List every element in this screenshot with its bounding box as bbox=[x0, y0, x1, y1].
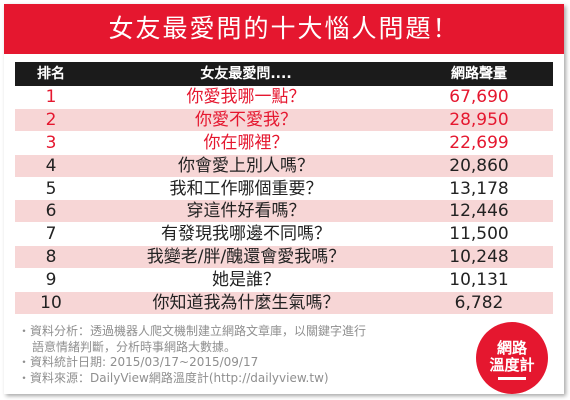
note-analysis-continued: 語意情緒判斷，分析時事網路大數據。 bbox=[32, 339, 237, 354]
rank-cell: 9 bbox=[45, 270, 57, 291]
volume-cell: 10,131 bbox=[449, 270, 509, 291]
question-cell: 你會愛上別人嗎？ bbox=[178, 155, 314, 176]
table-row: 2 你愛不愛我？ 28,950 bbox=[15, 108, 553, 132]
volume-cell: 28,950 bbox=[449, 109, 509, 130]
ranking-table: 排名 女友最愛問.... 網路聲量 1 你愛我哪一點？ 67,690 2 你愛不… bbox=[15, 62, 553, 315]
table-row: 8 我變老/胖/醜還會愛我嗎？ 10,248 bbox=[15, 246, 553, 270]
question-cell: 有發現我哪邊不同嗎？ bbox=[161, 224, 331, 245]
rank-cell: 1 bbox=[45, 87, 57, 107]
table-row: 1 你愛我哪一點？ 67,690 bbox=[15, 86, 553, 109]
question-cell: 我和工作哪個重要？ bbox=[169, 178, 323, 199]
header-question: 女友最愛問.... bbox=[200, 66, 292, 82]
dailyview-logo: 網路 溫度計 bbox=[476, 322, 548, 394]
footnotes: ・資料分析：透過機器人爬文機制建立網路文章庫，以關鍵字進行 語意情緒判斷，分析時… bbox=[18, 324, 458, 386]
volume-cell: 22,699 bbox=[449, 132, 509, 153]
question-cell: 你愛不愛我？ bbox=[195, 109, 297, 130]
table-row: 7 有發現我哪邊不同嗎？ 11,500 bbox=[15, 223, 553, 247]
table-row: 6 穿這件好看嗎？ 12,446 bbox=[15, 200, 553, 224]
rank-cell: 4 bbox=[45, 155, 57, 176]
header-volume: 網路聲量 bbox=[451, 66, 507, 82]
note-analysis: ・資料分析：透過機器人爬文機制建立網路文章庫，以關鍵字進行 bbox=[18, 324, 367, 338]
question-cell: 你知道我為什麼生氣嗎？ bbox=[152, 293, 340, 314]
table-row: 4 你會愛上別人嗎？ 20,860 bbox=[15, 154, 553, 178]
volume-cell: 67,690 bbox=[449, 87, 509, 107]
question-cell: 你在哪裡？ bbox=[203, 132, 289, 153]
rank-cell: 8 bbox=[45, 247, 57, 268]
table-row: 5 我和工作哪個重要？ 13,178 bbox=[15, 178, 553, 201]
rank-cell: 5 bbox=[45, 178, 57, 199]
rank-cell: 3 bbox=[45, 132, 57, 153]
question-cell: 穿這件好看嗎？ bbox=[186, 201, 306, 222]
note-date: ・資料統計日期: 2015/03/17~2015/09/17 bbox=[18, 355, 259, 369]
note-source: ・資料來源：DailyView網路溫度計(http://dailyview.tw… bbox=[18, 370, 329, 385]
rank-cell: 10 bbox=[40, 293, 62, 314]
header-rank: 排名 bbox=[37, 66, 65, 82]
rank-cell: 7 bbox=[45, 224, 57, 245]
table-row: 10 你知道我為什麼生氣嗎？ 6,782 bbox=[15, 292, 553, 315]
volume-cell: 6,782 bbox=[454, 293, 504, 314]
table-row: 3 你在哪裡？ 22,699 bbox=[15, 132, 553, 155]
table-header: 排名 女友最愛問.... 網路聲量 bbox=[15, 62, 553, 86]
volume-cell: 11,500 bbox=[449, 224, 509, 245]
volume-cell: 20,860 bbox=[449, 155, 509, 176]
rank-cell: 2 bbox=[45, 109, 57, 130]
infographic-card: 女友最愛問的十大惱人問題！ 排名 女友最愛問.... 網路聲量 1 你愛我哪一點… bbox=[4, 4, 564, 394]
rank-cell: 6 bbox=[45, 201, 57, 222]
logo-text-line2: 溫度計 bbox=[489, 356, 535, 374]
volume-cell: 10,248 bbox=[449, 247, 509, 268]
logo-underline bbox=[498, 377, 526, 380]
page-title: 女友最愛問的十大惱人問題！ bbox=[4, 4, 564, 54]
volume-cell: 13,178 bbox=[449, 178, 509, 199]
question-cell: 你愛我哪一點？ bbox=[186, 87, 306, 107]
volume-cell: 12,446 bbox=[449, 201, 509, 222]
table-row: 9 她是誰？ 10,131 bbox=[15, 269, 553, 293]
logo-text-line1: 網路 bbox=[496, 339, 527, 357]
question-cell: 她是誰？ bbox=[212, 270, 280, 291]
question-cell: 我變老/胖/醜還會愛我嗎？ bbox=[146, 247, 346, 268]
